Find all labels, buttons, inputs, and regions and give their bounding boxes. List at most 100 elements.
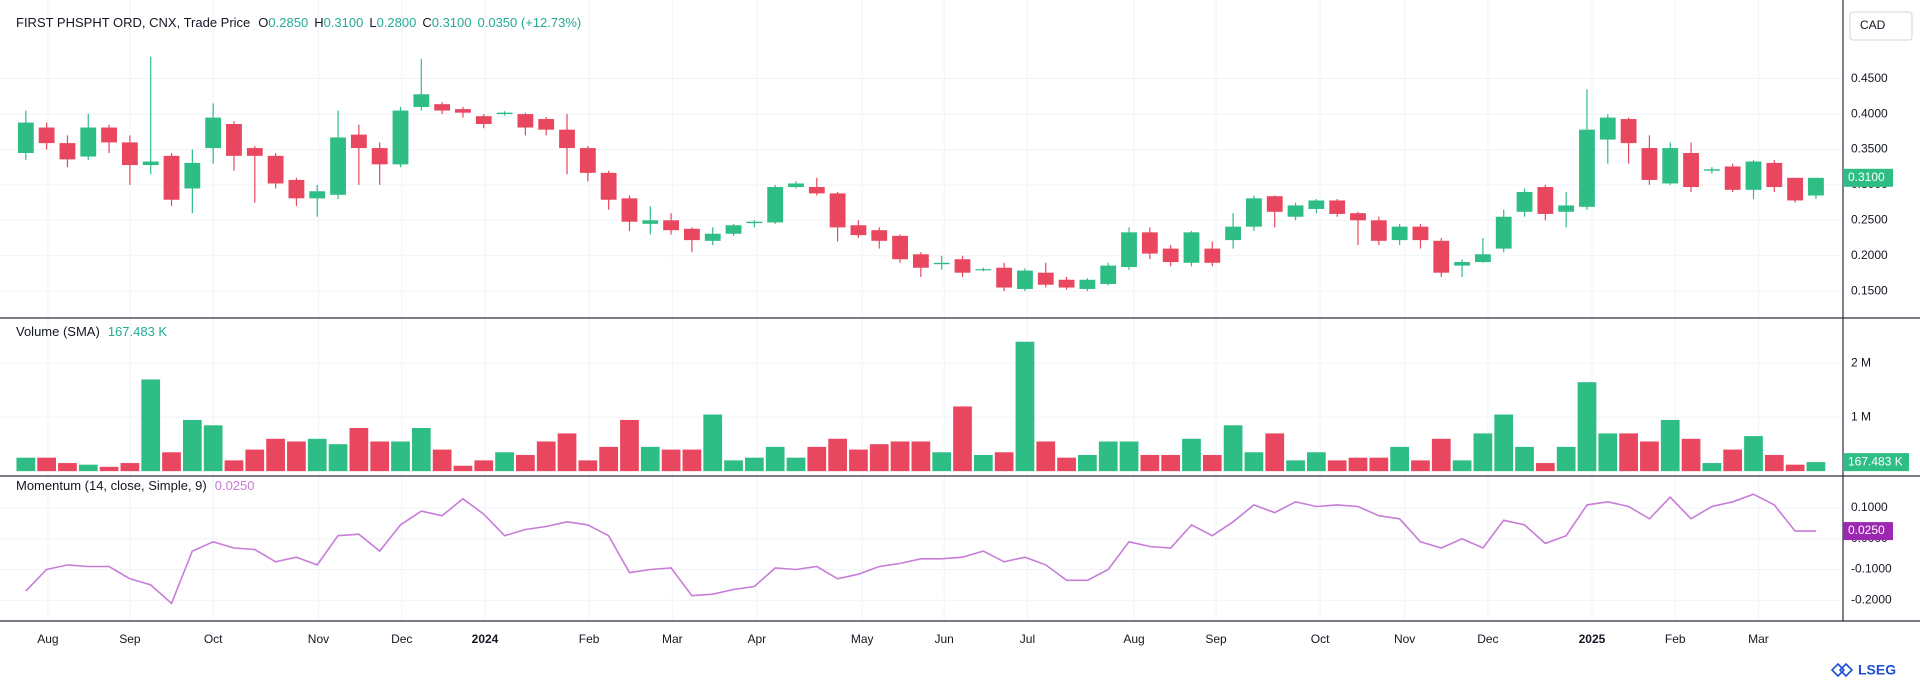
candle-body (1683, 153, 1699, 188)
volume-bar (1119, 441, 1139, 472)
candle-body (1766, 162, 1783, 188)
candle-body (17, 122, 34, 154)
volume-bar (224, 460, 244, 472)
y-tick-label: -0.2000 (1851, 592, 1892, 606)
volume-bar (1452, 460, 1472, 472)
candle-body (559, 129, 575, 149)
x-tick-label: Jul (1020, 632, 1035, 646)
volume-bar (78, 464, 98, 472)
ohlc-value: 0.2850 (268, 15, 308, 30)
volume-bar (516, 454, 535, 472)
candle-body (912, 254, 929, 268)
volume-bar (744, 457, 764, 472)
candle-body (788, 183, 804, 188)
candle-body (1391, 226, 1408, 241)
volume-bar (1556, 446, 1576, 472)
price-badge: 0.3100 (1848, 170, 1885, 184)
x-tick-label: Mar (1748, 632, 1769, 646)
title: FIRST PHSPHT ORD, CNX, Trade Price (16, 15, 250, 30)
x-tick-label: Apr (748, 632, 767, 646)
candle-body (163, 155, 180, 200)
candle-body (1558, 205, 1575, 212)
candle-body (371, 148, 388, 165)
volume-bar (1431, 438, 1451, 472)
y-tick-label: -0.1000 (1851, 562, 1892, 576)
volume-bar (1515, 446, 1534, 472)
volume-bar (1286, 460, 1305, 472)
candle-body (1745, 161, 1762, 190)
x-tick-label: 2025 (1579, 632, 1606, 646)
candle-body (205, 117, 222, 149)
volume-bar (1640, 441, 1659, 472)
volume-bar (599, 446, 619, 472)
volume-title: Volume (SMA) (16, 324, 100, 339)
candle-body (517, 114, 534, 128)
volume-header: Volume (SMA) 167.483 K (16, 324, 167, 339)
candle-body (1183, 232, 1200, 263)
volume-bar (578, 460, 598, 472)
candle-body (684, 228, 700, 241)
momentum-header: Momentum (14, close, Simple, 9) 0.0250 (16, 478, 255, 493)
volume-bar (869, 444, 889, 472)
candle-body (892, 235, 908, 260)
candle-body (330, 137, 346, 195)
volume-bar (1265, 433, 1285, 472)
volume-bar (807, 446, 827, 472)
candle-body (1495, 216, 1512, 249)
candle-body (1724, 166, 1741, 190)
volume-bar (1577, 382, 1597, 472)
volume-bar (391, 441, 410, 472)
candle-body (1703, 169, 1720, 171)
volume-bar (1078, 454, 1097, 472)
ohlc-value: 0.3100 (432, 15, 472, 30)
candle-body (59, 143, 76, 160)
candle-body (975, 269, 992, 271)
candle-body (101, 127, 117, 143)
currency-label: CAD (1860, 18, 1886, 32)
candle-body (746, 221, 763, 224)
volume-bar (1348, 457, 1368, 472)
candle-body (1266, 196, 1283, 212)
y-tick-label: 0.1500 (1851, 283, 1888, 297)
x-tick-label: Sep (1205, 632, 1227, 646)
x-tick-label: Oct (204, 632, 223, 646)
volume-bar (932, 452, 952, 472)
candle-body (1370, 220, 1387, 241)
currency-button[interactable] (1849, 11, 1913, 41)
volume-bar (911, 441, 931, 472)
candle-body (142, 161, 159, 166)
volume-bar (1057, 457, 1076, 472)
volume-bar (411, 428, 431, 472)
volume-bar (266, 438, 285, 472)
candle-body (413, 94, 430, 108)
candle-body (496, 112, 513, 115)
volume-bar (1182, 438, 1201, 472)
y-tick-label: 0.2000 (1851, 248, 1888, 262)
volume-bar (640, 446, 660, 472)
volume-bar (16, 457, 36, 472)
volume-badge-bg (1843, 453, 1909, 472)
candle-body (392, 110, 409, 165)
mark-layer (16, 56, 1826, 605)
volume-bar (287, 441, 306, 472)
candle-body (1620, 119, 1637, 144)
candle-body (1641, 148, 1658, 180)
volume-bar (1390, 446, 1409, 472)
volume-bar (432, 449, 452, 472)
candle-body (246, 148, 263, 156)
volume-bar (994, 452, 1014, 472)
x-tick-label: Oct (1311, 632, 1330, 646)
volume-bar (182, 419, 202, 472)
volume-bar (1494, 414, 1514, 472)
volume-bar (724, 460, 743, 472)
volume-bar (245, 449, 265, 472)
y-tick-label: 0.3500 (1851, 142, 1888, 156)
ohlc-key: L (369, 15, 376, 30)
candle-body (1058, 279, 1075, 288)
y-tick-label: 0.4000 (1851, 106, 1888, 120)
candle-body (288, 179, 305, 199)
volume-bar (349, 428, 369, 472)
volume-bar (1307, 452, 1326, 472)
candle-body (1037, 272, 1054, 285)
volume-bar (1202, 454, 1222, 472)
